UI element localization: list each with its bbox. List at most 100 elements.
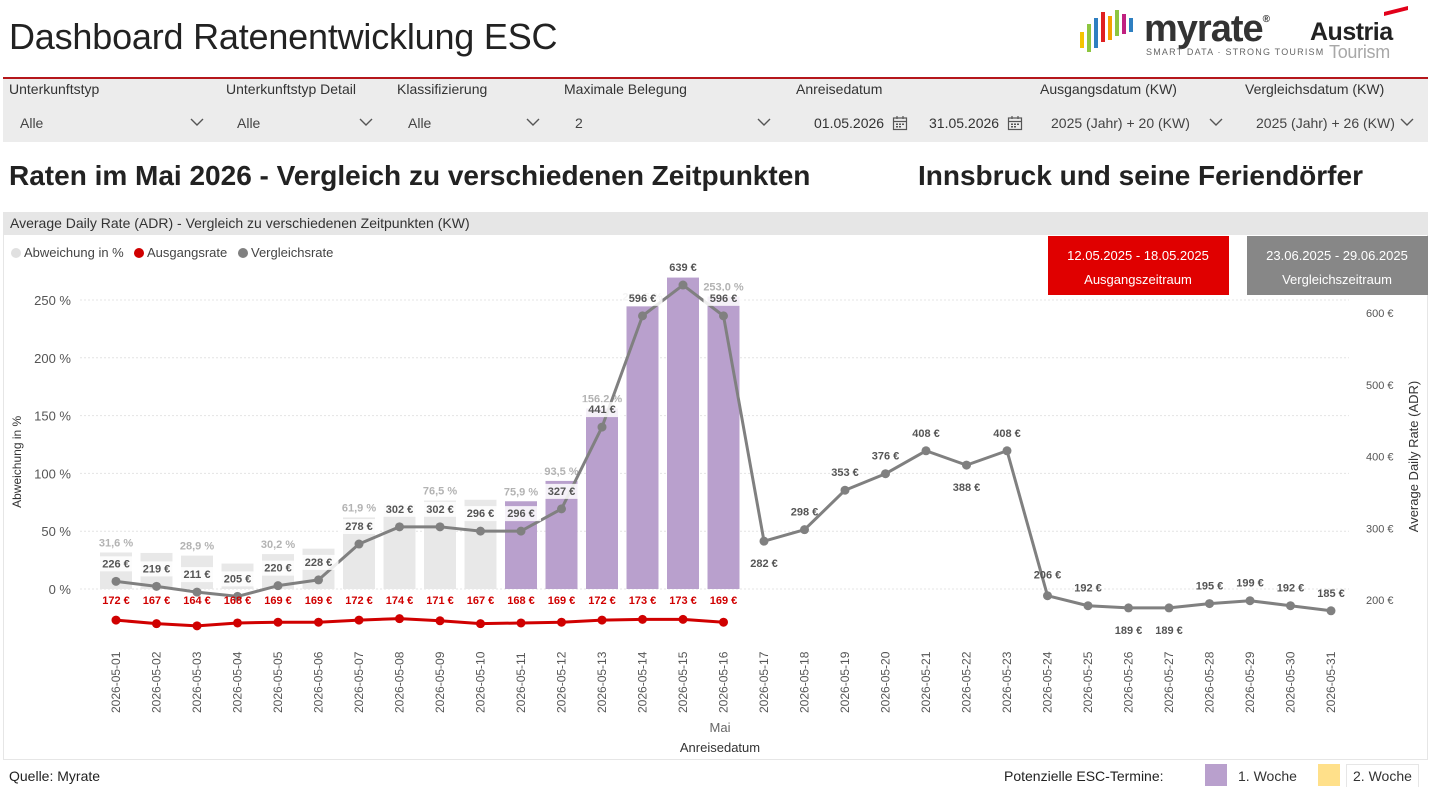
chevron-down-icon[interactable]	[358, 114, 374, 130]
abweichung-bar	[707, 296, 740, 589]
x-tick-label: 2026-05-23	[1000, 651, 1014, 713]
vergleichsrate-point	[1124, 603, 1133, 613]
filter-ausgangsdatum: Ausgangsdatum (KW) 2025 (Jahr) + 20 (KW)	[1040, 81, 1223, 131]
ausgangsrate-point	[678, 614, 688, 624]
anreisedatum-from-input[interactable]: 01.05.2026	[814, 110, 908, 136]
vergleichsrate-label: 408 €	[993, 428, 1021, 440]
chevron-down-icon[interactable]	[756, 114, 772, 130]
y-right-tick: 600 €	[1366, 308, 1394, 320]
abweichung-bar	[586, 408, 618, 589]
y-right-tick: 500 €	[1366, 380, 1394, 392]
x-tick-label: 2026-05-24	[1041, 651, 1055, 713]
ausgangsrate-label: 169 €	[305, 595, 333, 607]
x-tick-label: 2026-05-16	[717, 651, 731, 713]
austria-tourism-logo: Austria Tourism	[1308, 6, 1418, 62]
y-left-tick: 0 %	[49, 582, 72, 597]
legend-marker	[238, 248, 248, 258]
vergleichsrate-label-bg	[501, 506, 541, 522]
vergleichsrate-label: 296 €	[467, 508, 495, 520]
vergleichsrate-label-bg	[258, 560, 298, 576]
abweichung-label: 28,9 %	[180, 541, 214, 553]
filter-bar: Unterkunftstyp Alle Unterkunftstyp Detai…	[3, 77, 1428, 142]
vergleichsrate-point	[719, 311, 728, 321]
ausgangsrate-label: 173 €	[669, 595, 697, 607]
vergleichsrate-label-bg	[339, 519, 379, 535]
vergleichsrate-point	[1286, 601, 1295, 611]
chevron-down-icon[interactable]	[1208, 114, 1224, 130]
vergleichsrate-label: 327 €	[548, 486, 576, 498]
vergleichsrate-point	[800, 525, 809, 535]
vergleichsrate-point	[678, 280, 688, 290]
abweichung-bar	[667, 277, 699, 589]
abweichung-bar	[545, 480, 578, 589]
vergleichsrate-point	[1043, 591, 1052, 601]
filter-anreisedatum: Anreisedatum 01.05.2026 31.05.2026	[796, 81, 1023, 131]
ausgangsrate-label: 167 €	[143, 595, 171, 607]
abweichung-label: 31,6 %	[99, 537, 133, 549]
x-tick-label: 2026-05-09	[433, 651, 447, 713]
vergleichsrate-point	[840, 485, 850, 495]
chevron-down-icon[interactable]	[1399, 114, 1415, 130]
x-tick-label: 2026-05-06	[312, 651, 326, 713]
vergleichsrate-point	[476, 526, 485, 536]
abweichung-label: 253,0 %	[703, 282, 744, 294]
unterkunftstyp-dropdown[interactable]: Alle	[20, 115, 44, 131]
vergleichsrate-point	[395, 522, 404, 532]
y-left-tick: 200 %	[34, 351, 71, 366]
vergleichsrate-label-bg	[217, 571, 258, 587]
calendar-icon[interactable]	[1007, 115, 1023, 131]
y-right-title: Average Daily Rate (ADR)	[1406, 381, 1421, 532]
vergleichsrate-label: 220 €	[264, 563, 292, 575]
vergleichsrate-label-bg	[96, 556, 136, 572]
vergleichsrate-label: 408 €	[912, 428, 940, 440]
x-tick-label: 2026-05-07	[352, 651, 366, 713]
vergleichszeitraum-label: Vergleichszeitraum	[1282, 272, 1392, 287]
chevron-down-icon[interactable]	[189, 114, 205, 130]
x-tick-label: 2026-05-08	[393, 651, 407, 713]
x-tick-label: 2026-05-21	[919, 651, 933, 713]
anreisedatum-to-input[interactable]: 31.05.2026	[929, 110, 1023, 136]
ausgangsrate-label: 172 €	[102, 595, 130, 607]
vergleichsrate-label: 302 €	[426, 504, 454, 516]
x-tick-label: 2026-05-03	[190, 651, 204, 713]
x-tick-label: 2026-05-18	[798, 651, 812, 713]
klassifizierung-dropdown[interactable]: Alle	[408, 115, 432, 131]
unterkunftstyp-detail-dropdown[interactable]: Alle	[237, 115, 261, 131]
x-tick-label: 2026-05-05	[271, 651, 285, 713]
vergleichsrate-label-bg	[541, 483, 582, 499]
vergleichsrate-label: 596 €	[710, 293, 738, 305]
chevron-down-icon[interactable]	[525, 114, 541, 130]
ausgangsrate-point	[597, 615, 607, 625]
ausgangsrate-point	[354, 615, 364, 625]
ausgangsrate-label: 174 €	[386, 595, 414, 607]
ausgangsrate-label: 169 €	[710, 595, 738, 607]
vergleichsrate-point	[152, 581, 161, 591]
x-tick-label: 2026-05-10	[474, 651, 488, 713]
vergleichsrate-point	[1083, 601, 1093, 611]
ausgangsdatum-dropdown[interactable]: 2025 (Jahr) + 20 (KW)	[1051, 115, 1190, 131]
vergleichsrate-point	[597, 422, 607, 432]
ausgangszeitraum-box	[1048, 236, 1229, 295]
vergleichsrate-point	[192, 587, 202, 597]
vergleichsrate-label-bg	[703, 290, 744, 306]
vergleichszeitraum-box	[1247, 236, 1428, 295]
x-group-label: Mai	[710, 720, 731, 735]
x-tick-label: 2026-05-04	[231, 651, 245, 713]
max-belegung-dropdown[interactable]: 2	[575, 115, 583, 131]
ausgangszeitraum-range: 12.05.2025 - 18.05.2025	[1067, 248, 1209, 263]
x-tick-label: 2026-05-15	[676, 651, 690, 713]
legend-label: Ausgangsrate	[147, 245, 227, 260]
section-heading: Raten im Mai 2026 - Vergleich zu verschi…	[9, 160, 811, 191]
x-tick-label: 2026-05-17	[757, 651, 771, 713]
abweichung-label: 75,9 %	[504, 486, 538, 498]
y-right-tick: 300 €	[1366, 523, 1394, 535]
calendar-icon[interactable]	[892, 115, 908, 131]
vergleichsdatum-dropdown[interactable]: 2025 (Jahr) + 26 (KW)	[1256, 115, 1395, 131]
y-left-tick: 250 %	[34, 293, 71, 308]
myrate-bars-icon	[1080, 10, 1133, 52]
ausgangsrate-point	[314, 617, 323, 627]
adr-chart: Abweichung in % Ausgangsrate Vergleichsrat…	[10, 236, 1428, 755]
vergleichsrate-point	[881, 469, 890, 479]
vergleichsrate-label-bg	[663, 260, 703, 276]
ausgangsrate-label: 167 €	[467, 595, 495, 607]
